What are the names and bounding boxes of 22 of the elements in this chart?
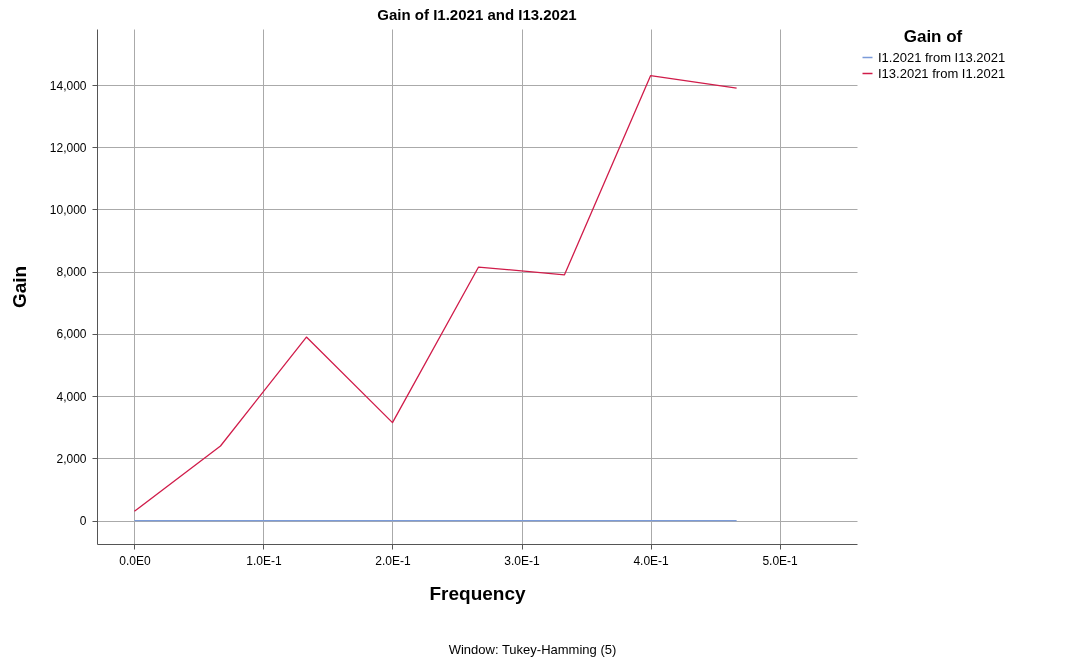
legend-title: Gain of xyxy=(903,27,963,46)
text: Window: Tukey-Hamming (5) xyxy=(447,642,618,657)
x-tick-label: 0.0E0 xyxy=(119,553,151,568)
y-tick-label: 10,000 xyxy=(49,202,87,217)
x-tick-label: 3.0E-1 xyxy=(504,553,541,568)
legend-label: I13.2021 from I1.2021 xyxy=(878,65,1006,81)
x-axis-title: Frequency xyxy=(429,582,526,604)
y-tick-label: 12,000 xyxy=(49,140,87,155)
legend-label: I1.2021 from I13.2021 xyxy=(878,49,1006,65)
y-tick-label: 2,000 xyxy=(56,451,87,466)
chart-title: Gain of I1.2021 and I13.2021 xyxy=(377,6,577,23)
x-tick-label: 4.0E-1 xyxy=(633,553,670,568)
x-tick-label: 2.0E-1 xyxy=(375,553,411,568)
y-tick-label: 4,000 xyxy=(56,389,87,404)
y-tick-label: 6,000 xyxy=(56,327,87,342)
y-axis-title: Gain xyxy=(8,265,30,309)
y-tick-label: 14,000 xyxy=(49,78,87,93)
y-tick-label: 8,000 xyxy=(56,265,87,280)
y-tick-label: 0 xyxy=(79,514,87,529)
line-series xyxy=(133,75,738,512)
x-tick-label: 1.0E-1 xyxy=(246,553,282,568)
x-tick-label: 5.0E-1 xyxy=(762,553,799,568)
